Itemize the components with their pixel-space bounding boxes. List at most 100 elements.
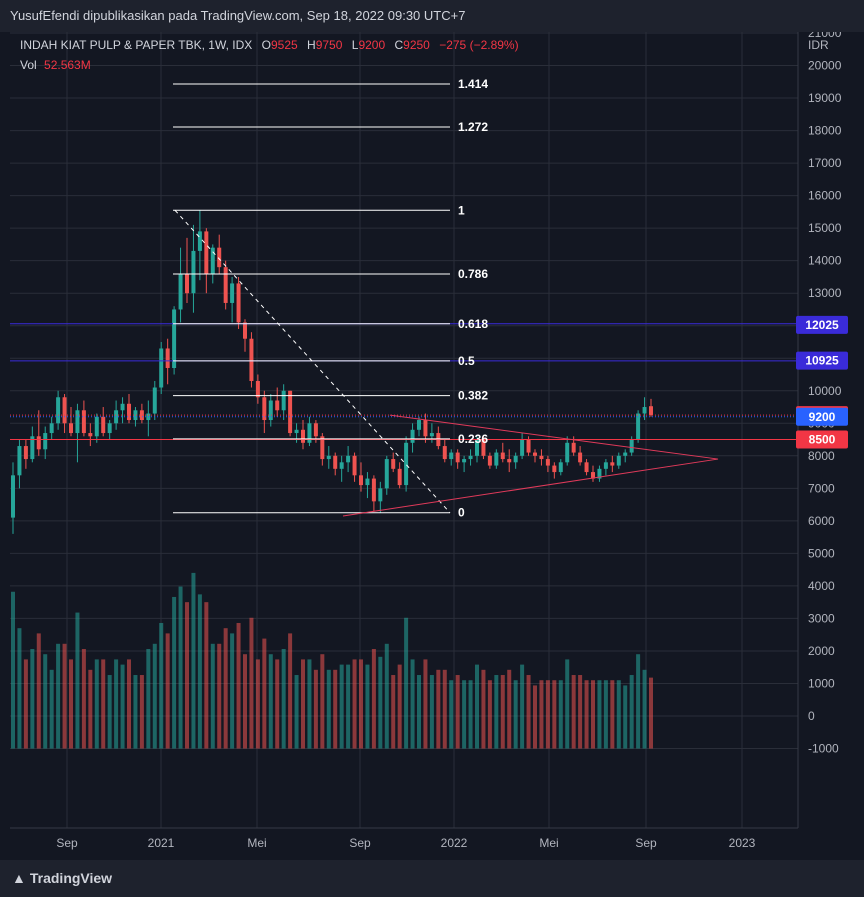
candle-body bbox=[417, 420, 421, 430]
candle-body bbox=[610, 462, 615, 466]
candle-body bbox=[223, 267, 228, 303]
volume-bar bbox=[107, 675, 112, 749]
fib-level-label: 1 bbox=[458, 203, 465, 217]
candle-body bbox=[262, 397, 267, 421]
volume-bar bbox=[178, 586, 183, 749]
volume-bar bbox=[442, 669, 447, 749]
time-tick-label: Sep bbox=[349, 836, 371, 850]
volume-bar bbox=[326, 669, 331, 749]
volume-bar bbox=[255, 659, 260, 749]
volume-legend: Vol 52.563M bbox=[20, 58, 91, 72]
volume-bar bbox=[249, 617, 254, 749]
volume-bar bbox=[17, 628, 22, 749]
fib-level-label: 0.786 bbox=[458, 267, 488, 281]
volume-bar bbox=[204, 602, 209, 749]
price-tick-label: 1000 bbox=[808, 676, 835, 690]
price-tick-label: 8000 bbox=[808, 449, 835, 463]
candle-body bbox=[62, 397, 67, 424]
time-tick-label: 2023 bbox=[729, 836, 756, 850]
candle-body bbox=[230, 283, 235, 303]
volume-bar bbox=[558, 680, 563, 749]
volume-bar bbox=[320, 654, 325, 749]
tradingview-logo[interactable]: ▲ TradingView bbox=[12, 870, 112, 886]
candle-body bbox=[210, 247, 215, 274]
candle-body bbox=[584, 462, 589, 473]
volume-bar bbox=[507, 669, 512, 749]
candle-body bbox=[69, 423, 73, 434]
volume-bar bbox=[352, 659, 357, 749]
candle-body bbox=[378, 488, 383, 502]
volume-bar bbox=[243, 654, 247, 749]
candle-body bbox=[307, 423, 312, 443]
tradingview-logo-icon: ▲ bbox=[12, 870, 26, 886]
candle-body bbox=[268, 400, 273, 421]
volume-bar bbox=[417, 675, 421, 749]
volume-bar bbox=[359, 659, 363, 749]
candle-body bbox=[636, 413, 641, 440]
candle-body bbox=[301, 429, 305, 443]
candle-body bbox=[320, 436, 325, 460]
candle-body bbox=[352, 455, 357, 476]
volume-bar bbox=[610, 680, 615, 749]
price-tick-label: 6000 bbox=[808, 514, 835, 528]
volume-bar bbox=[578, 675, 583, 749]
candle-body bbox=[88, 433, 93, 437]
open-label: O bbox=[261, 38, 271, 52]
candle-body bbox=[616, 455, 621, 466]
volume-bar bbox=[275, 659, 280, 749]
volume-bar bbox=[127, 659, 131, 749]
volume-bar bbox=[649, 677, 653, 749]
candle-body bbox=[313, 423, 318, 437]
candle-body bbox=[333, 455, 338, 469]
price-chart[interactable]: 2100020000190001800017000160001500014000… bbox=[0, 32, 864, 860]
volume-bar bbox=[288, 633, 293, 749]
volume-bar bbox=[365, 664, 370, 749]
candle-body bbox=[178, 273, 183, 310]
volume-bar bbox=[591, 680, 595, 749]
candle-body bbox=[423, 420, 428, 437]
price-tick-label: 0 bbox=[808, 709, 815, 723]
volume-bar bbox=[191, 572, 196, 749]
candle-body bbox=[359, 475, 363, 486]
price-axis-badge-label: 12025 bbox=[805, 318, 839, 332]
candle-body bbox=[507, 459, 512, 463]
candle-body bbox=[281, 390, 286, 411]
candle-body bbox=[642, 407, 647, 414]
time-tick-label: Mei bbox=[247, 836, 266, 850]
candle-body bbox=[462, 459, 467, 463]
candle-body bbox=[603, 462, 608, 469]
volume-bar bbox=[133, 675, 138, 749]
candle-body bbox=[30, 436, 35, 460]
fib-level-label: 1.414 bbox=[458, 77, 488, 91]
price-axis-badge bbox=[796, 351, 848, 370]
candle-body bbox=[597, 468, 602, 479]
candle-body bbox=[107, 423, 112, 434]
candle-body bbox=[81, 410, 86, 434]
volume-bar bbox=[494, 675, 499, 749]
fib-level-label: 0 bbox=[458, 506, 465, 520]
candle-body bbox=[127, 403, 131, 421]
footer-bar: ▲ TradingView bbox=[0, 860, 864, 897]
volume-bar bbox=[56, 643, 61, 749]
candle-body bbox=[571, 442, 576, 453]
attribution-text: YusufEfendi dipublikasikan pada TradingV… bbox=[10, 8, 466, 23]
price-tick-label: 21000 bbox=[808, 32, 842, 40]
volume-bar bbox=[75, 612, 80, 749]
candle-body bbox=[481, 439, 486, 456]
volume-bar bbox=[565, 659, 570, 749]
candle-body bbox=[500, 452, 505, 460]
volume-bar bbox=[301, 659, 305, 749]
price-axis-badge bbox=[796, 407, 848, 426]
candle-body bbox=[623, 452, 628, 456]
volume-bar bbox=[533, 685, 537, 749]
time-tick-label: Mei bbox=[539, 836, 558, 850]
volume-bar bbox=[281, 649, 286, 749]
volume-bar bbox=[410, 659, 415, 749]
fib-level-label: 0.382 bbox=[458, 389, 488, 403]
open-value: 9525 bbox=[270, 38, 298, 52]
candle-body bbox=[429, 433, 434, 437]
volume-bar bbox=[455, 675, 460, 749]
price-axis-badge bbox=[796, 315, 848, 334]
volume-bar bbox=[475, 664, 479, 749]
candle-body bbox=[204, 231, 209, 274]
